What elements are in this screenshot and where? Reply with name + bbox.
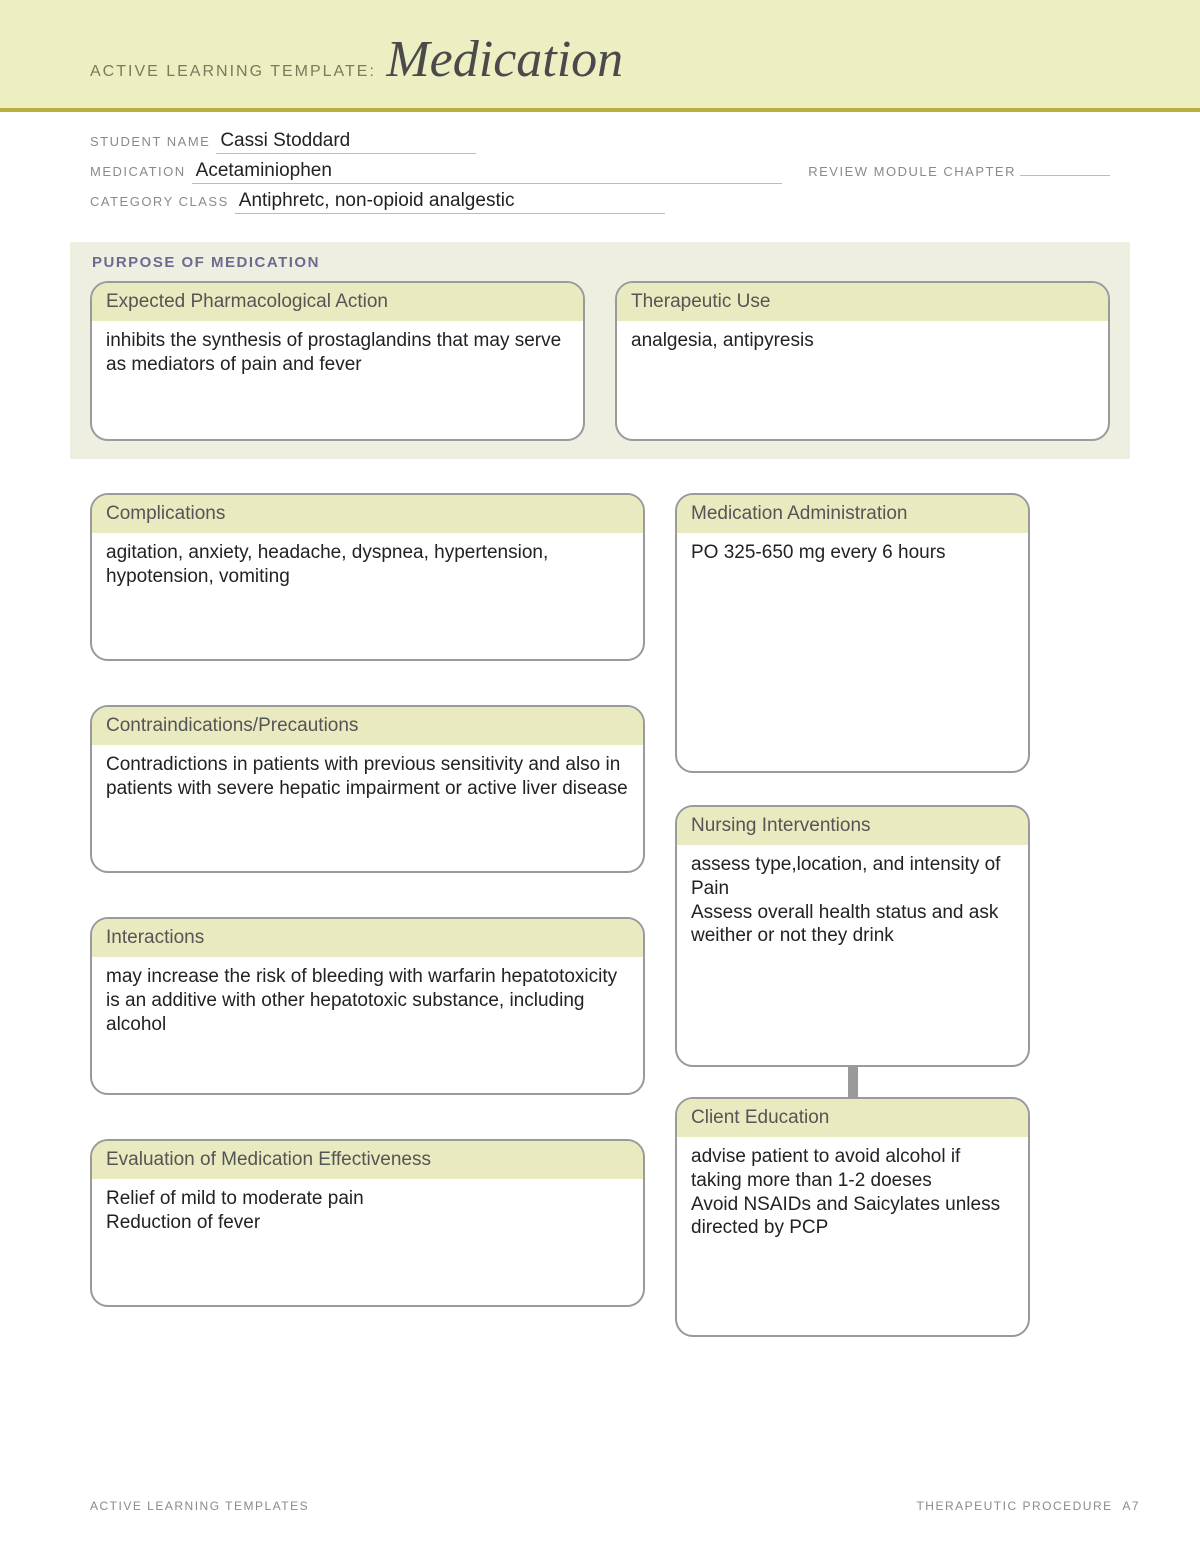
review-label: REVIEW MODULE CHAPTER (808, 164, 1110, 179)
card-pharma-body[interactable]: inhibits the synthesis of prostaglandins… (92, 323, 583, 439)
review-label-text: REVIEW MODULE CHAPTER (808, 164, 1016, 179)
banner-label: ACTIVE LEARNING TEMPLATE: (90, 63, 376, 81)
banner-title: Medication (386, 30, 623, 89)
card-client-title: Client Education (677, 1099, 1028, 1139)
card-admin: Medication Administration PO 325-650 mg … (675, 493, 1030, 773)
card-contra: Contraindications/Precautions Contradict… (90, 705, 645, 873)
meta-block: STUDENT NAME Cassi Stoddard MEDICATION A… (0, 112, 1200, 230)
footer-page: A7 (1122, 1499, 1140, 1513)
card-interactions-title: Interactions (92, 919, 643, 959)
connector-line (848, 1067, 858, 1097)
card-complications-body[interactable]: agitation, anxiety, headache, dyspnea, h… (92, 535, 643, 659)
card-client-body[interactable]: advise patient to avoid alcohol if takin… (677, 1139, 1028, 1335)
card-eval: Evaluation of Medication Effectiveness R… (90, 1139, 645, 1307)
card-eval-title: Evaluation of Medication Effectiveness (92, 1141, 643, 1181)
card-eval-body[interactable]: Relief of mild to moderate pain Reductio… (92, 1181, 643, 1305)
card-admin-title: Medication Administration (677, 495, 1028, 535)
card-contra-body[interactable]: Contradictions in patients with previous… (92, 747, 643, 871)
student-value[interactable]: Cassi Stoddard (216, 130, 476, 154)
card-contra-title: Contraindications/Precautions (92, 707, 643, 747)
footer-right-text: THERAPEUTIC PROCEDURE (916, 1499, 1112, 1513)
right-column: Medication Administration PO 325-650 mg … (675, 493, 1030, 1337)
card-pharma-title: Expected Pharmacological Action (92, 283, 583, 323)
card-interactions-body[interactable]: may increase the risk of bleeding with w… (92, 959, 643, 1093)
purpose-cards: Expected Pharmacological Action inhibits… (70, 281, 1130, 441)
card-complications: Complications agitation, anxiety, headac… (90, 493, 645, 661)
card-nursing-title: Nursing Interventions (677, 807, 1028, 847)
card-client: Client Education advise patient to avoid… (675, 1097, 1030, 1337)
card-nursing: Nursing Interventions assess type,locati… (675, 805, 1030, 1067)
card-complications-title: Complications (92, 495, 643, 535)
meta-row-category: CATEGORY CLASS Antiphretc, non-opioid an… (90, 190, 1110, 214)
banner: ACTIVE LEARNING TEMPLATE: Medication (0, 0, 1200, 112)
category-value[interactable]: Antiphretc, non-opioid analgestic (235, 190, 665, 214)
right-gap-1 (675, 773, 1030, 805)
footer-right: THERAPEUTIC PROCEDURE A7 (916, 1499, 1140, 1513)
footer: ACTIVE LEARNING TEMPLATES THERAPEUTIC PR… (90, 1499, 1140, 1513)
card-interactions: Interactions may increase the risk of bl… (90, 917, 645, 1095)
medication-value[interactable]: Acetaminiophen (192, 160, 782, 184)
category-label: CATEGORY CLASS (90, 194, 229, 209)
purpose-heading: PURPOSE OF MEDICATION (70, 242, 1130, 281)
medication-label: MEDICATION (90, 164, 186, 179)
card-therapeutic-title: Therapeutic Use (617, 283, 1108, 323)
card-nursing-body[interactable]: assess type,location, and intensity of P… (677, 847, 1028, 1065)
student-label: STUDENT NAME (90, 134, 210, 149)
card-therapeutic-body[interactable]: analgesia, antipyresis (617, 323, 1108, 439)
footer-left: ACTIVE LEARNING TEMPLATES (90, 1499, 309, 1513)
card-therapeutic: Therapeutic Use analgesia, antipyresis (615, 281, 1110, 441)
meta-row-medication: MEDICATION Acetaminiophen REVIEW MODULE … (90, 160, 1110, 184)
meta-row-student: STUDENT NAME Cassi Stoddard (90, 130, 1110, 154)
left-column: Complications agitation, anxiety, headac… (90, 493, 645, 1337)
card-pharma: Expected Pharmacological Action inhibits… (90, 281, 585, 441)
card-admin-body[interactable]: PO 325-650 mg every 6 hours (677, 535, 1028, 771)
purpose-block: PURPOSE OF MEDICATION Expected Pharmacol… (70, 242, 1130, 459)
main-grid: Complications agitation, anxiety, headac… (0, 459, 1200, 1337)
review-value[interactable] (1020, 175, 1110, 176)
